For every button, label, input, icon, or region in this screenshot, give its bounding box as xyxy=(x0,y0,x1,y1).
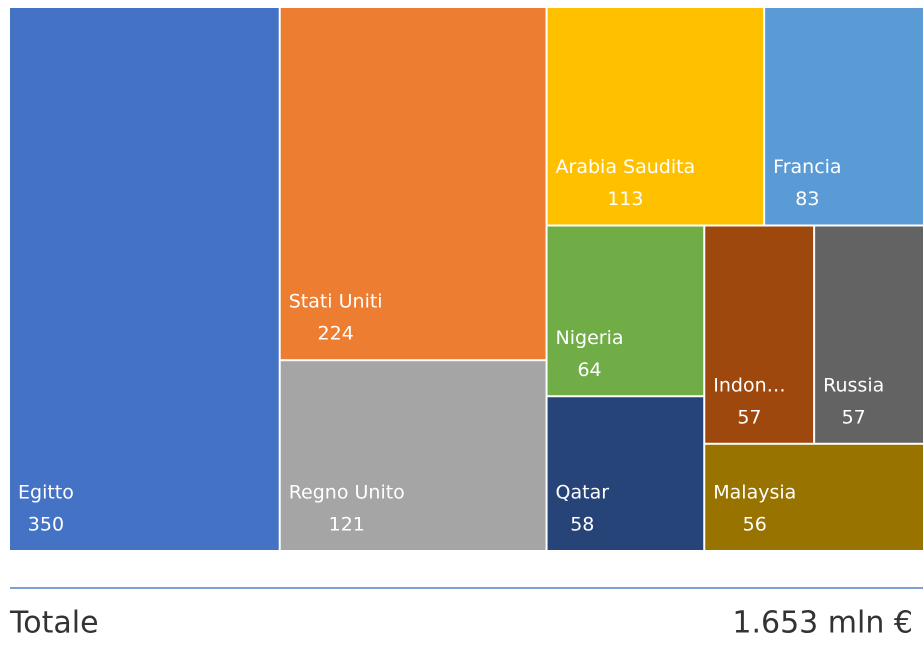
tile-label: Indon… xyxy=(713,374,785,396)
tile-label: Russia xyxy=(823,374,884,396)
tile xyxy=(547,226,704,396)
total-label: Totale xyxy=(9,606,99,641)
tile-label: Arabia Saudita xyxy=(556,156,696,178)
tile-value: 58 xyxy=(570,514,594,536)
tile-value: 56 xyxy=(743,514,767,536)
tile-value: 57 xyxy=(842,406,866,428)
tile-value: 350 xyxy=(28,514,64,536)
tile-value: 121 xyxy=(329,514,365,536)
tile-value: 57 xyxy=(737,406,761,428)
total-value: 1.653 mln € xyxy=(732,606,913,641)
tile xyxy=(280,8,546,360)
tile xyxy=(547,8,764,225)
tile-label: Francia xyxy=(773,156,841,178)
tile xyxy=(705,226,814,443)
tile-value: 64 xyxy=(577,359,601,381)
tile xyxy=(815,226,923,443)
tile-label: Egitto xyxy=(18,482,74,504)
tile-label: Qatar xyxy=(556,482,610,504)
tile-value: 113 xyxy=(607,188,643,210)
tile xyxy=(547,397,704,550)
tile-value: 224 xyxy=(318,323,354,345)
tile xyxy=(765,8,923,225)
tile-label: Nigeria xyxy=(556,327,624,349)
tile xyxy=(280,361,546,550)
tile xyxy=(10,8,279,550)
tile xyxy=(705,444,923,550)
tile-label: Regno Unito xyxy=(289,482,405,504)
tile-label: Malaysia xyxy=(713,482,796,504)
tile-label: Stati Uniti xyxy=(289,291,383,313)
tile-value: 83 xyxy=(795,188,819,210)
